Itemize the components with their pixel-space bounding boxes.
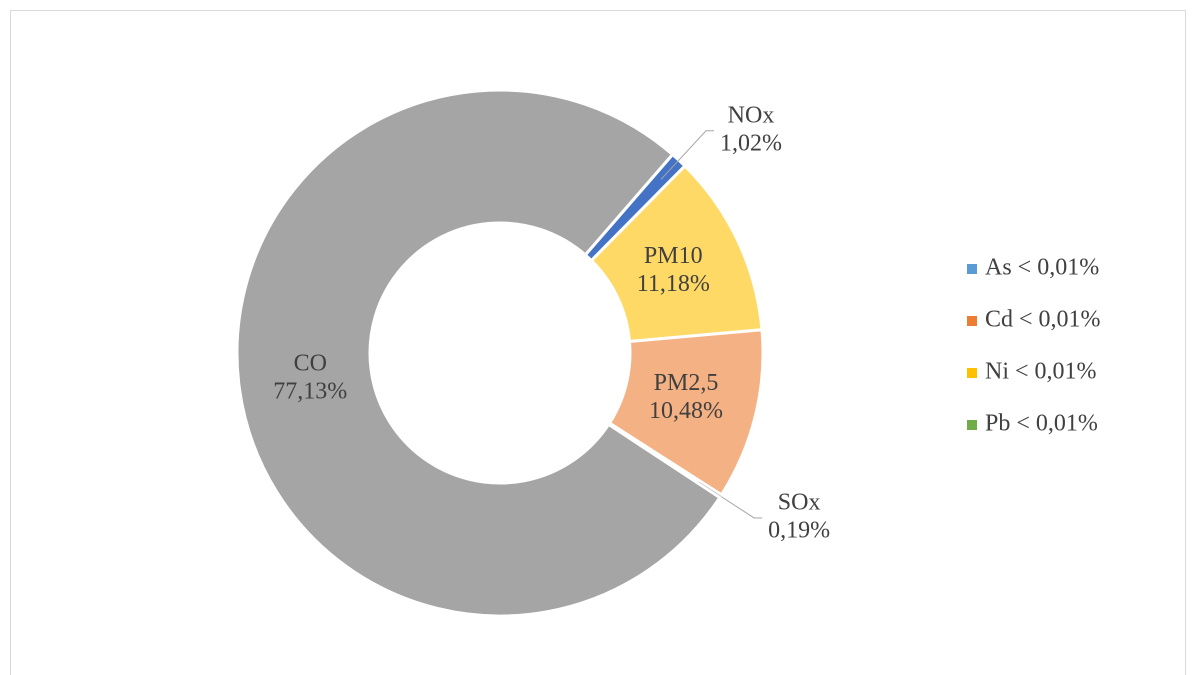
legend-swatch <box>967 420 977 430</box>
legend-label: As < 0,01% <box>985 255 1099 281</box>
legend-label: Pb < 0,01% <box>985 411 1098 437</box>
slice-label: NOx <box>728 102 775 128</box>
slice-label: PM2,5 <box>654 370 719 396</box>
legend-swatch <box>967 264 977 274</box>
slice-value-label: 10,48% <box>649 398 723 424</box>
donut-slice <box>235 88 722 618</box>
leader-line <box>698 481 763 519</box>
legend-label: Cd < 0,01% <box>985 307 1101 333</box>
slice-label: SOx <box>778 489 821 515</box>
slice-value-label: 77,13% <box>273 379 347 405</box>
chart-frame <box>10 10 1186 675</box>
slice-value-label: 11,18% <box>637 271 710 297</box>
slice-label: PM10 <box>644 243 703 269</box>
leader-line <box>660 130 715 180</box>
slice-label: CO <box>294 351 327 377</box>
legend-label: Ni < 0,01% <box>985 359 1097 385</box>
slice-value-label: 1,02% <box>720 130 782 156</box>
slice-value-label: 0,19% <box>768 517 830 543</box>
legend-swatch <box>967 316 977 326</box>
legend-swatch <box>967 368 977 378</box>
